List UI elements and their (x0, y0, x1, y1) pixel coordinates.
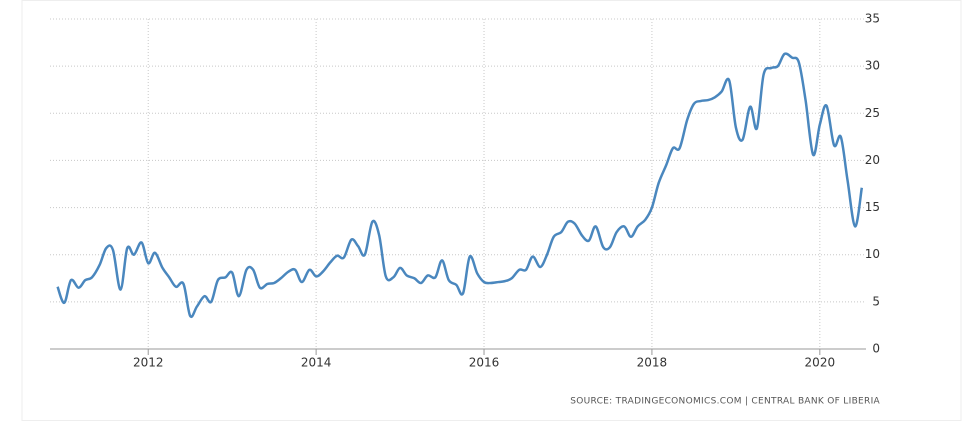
x-tick-label: 2018 (637, 356, 668, 370)
x-tick-label: 2012 (133, 356, 164, 370)
y-tick-label: 0 (872, 342, 880, 356)
y-tick-label: 5 (872, 294, 880, 308)
source-note: SOURCE: TRADINGECONOMICS.COM | CENTRAL B… (570, 397, 880, 407)
y-tick-label: 35 (865, 12, 880, 26)
chart-frame (21, 0, 962, 421)
x-tick-label: 2016 (469, 356, 500, 370)
y-tick-label: 30 (865, 59, 880, 73)
y-tick-label: 25 (865, 106, 880, 120)
y-tick-label: 10 (865, 247, 880, 261)
y-tick-label: 15 (865, 200, 880, 214)
data-line (56, 52, 864, 319)
x-tick-label: 2014 (301, 356, 332, 370)
y-tick-label: 20 (865, 153, 880, 167)
x-tick-label: 2020 (805, 356, 836, 370)
